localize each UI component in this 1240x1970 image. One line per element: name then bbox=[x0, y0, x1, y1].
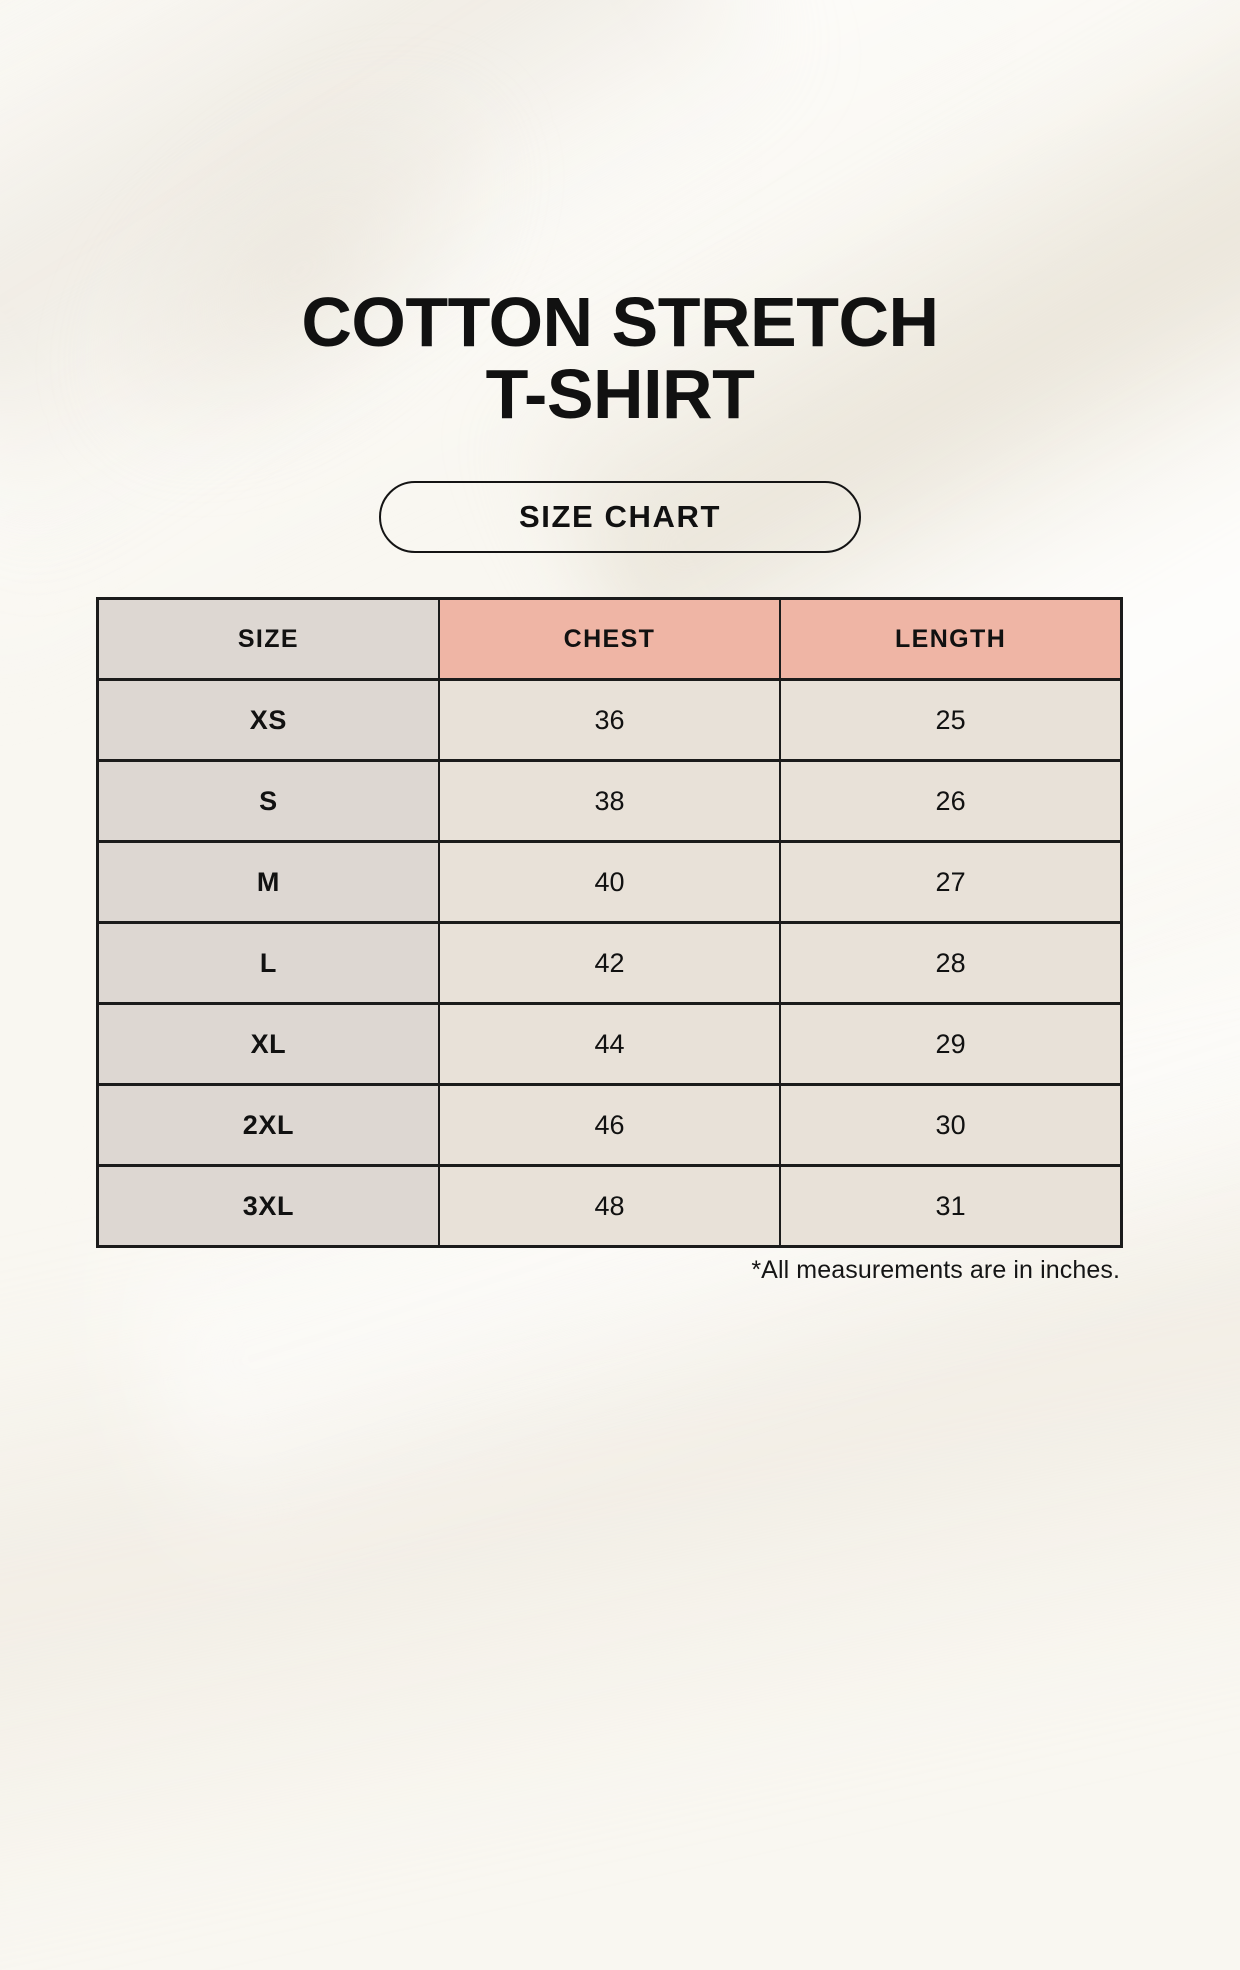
size-table-container: SIZE CHEST LENGTH XS 36 25 S 38 26 M bbox=[95, 597, 1123, 1248]
table-header-row: SIZE CHEST LENGTH bbox=[95, 597, 1123, 681]
cell-chest: 38 bbox=[437, 759, 782, 843]
table-row: L 42 28 bbox=[95, 921, 1123, 1005]
table-body: XS 36 25 S 38 26 M 40 27 L 42 28 bbox=[95, 678, 1123, 1248]
cell-size: M bbox=[95, 840, 440, 924]
badge-container: SIZE CHART bbox=[0, 481, 1240, 553]
page-title-line-2: T-SHIRT bbox=[485, 355, 755, 433]
cell-length: 28 bbox=[779, 921, 1123, 1005]
cell-size: S bbox=[95, 759, 440, 843]
cell-size: 2XL bbox=[95, 1083, 440, 1167]
cell-length: 30 bbox=[779, 1083, 1123, 1167]
size-chart-badge-label: SIZE CHART bbox=[519, 499, 721, 534]
cell-chest: 40 bbox=[437, 840, 782, 924]
size-chart-page: COTTON STRETCH T-SHIRT SIZE CHART SIZE C… bbox=[0, 286, 1240, 1284]
column-header-size: SIZE bbox=[95, 597, 440, 681]
measurement-unit-footnote: *All measurements are in inches. bbox=[751, 1256, 1120, 1284]
column-header-chest: CHEST bbox=[437, 597, 782, 681]
cell-length: 29 bbox=[779, 1002, 1123, 1086]
cell-length: 27 bbox=[779, 840, 1123, 924]
cell-chest: 42 bbox=[437, 921, 782, 1005]
table-row: 3XL 48 31 bbox=[95, 1164, 1123, 1248]
cell-chest: 46 bbox=[437, 1083, 782, 1167]
cell-size: XL bbox=[95, 1002, 440, 1086]
cell-length: 26 bbox=[779, 759, 1123, 843]
size-chart-table: SIZE CHEST LENGTH XS 36 25 S 38 26 M bbox=[95, 597, 1123, 1248]
cell-chest: 48 bbox=[437, 1164, 782, 1248]
cell-chest: 44 bbox=[437, 1002, 782, 1086]
cell-size: L bbox=[95, 921, 440, 1005]
cell-size: 3XL bbox=[95, 1164, 440, 1248]
table-row: 2XL 46 30 bbox=[95, 1083, 1123, 1167]
page-title: COTTON STRETCH T-SHIRT bbox=[0, 286, 1240, 430]
cell-length: 25 bbox=[779, 678, 1123, 762]
page-title-line-1: COTTON STRETCH bbox=[301, 283, 939, 361]
table-row: S 38 26 bbox=[95, 759, 1123, 843]
cell-chest: 36 bbox=[437, 678, 782, 762]
table-header: SIZE CHEST LENGTH bbox=[95, 597, 1123, 681]
cell-length: 31 bbox=[779, 1164, 1123, 1248]
table-row: M 40 27 bbox=[95, 840, 1123, 924]
table-row: XS 36 25 bbox=[95, 678, 1123, 762]
column-header-length: LENGTH bbox=[779, 597, 1123, 681]
table-row: XL 44 29 bbox=[95, 1002, 1123, 1086]
cell-size: XS bbox=[95, 678, 440, 762]
size-chart-badge: SIZE CHART bbox=[379, 481, 861, 553]
